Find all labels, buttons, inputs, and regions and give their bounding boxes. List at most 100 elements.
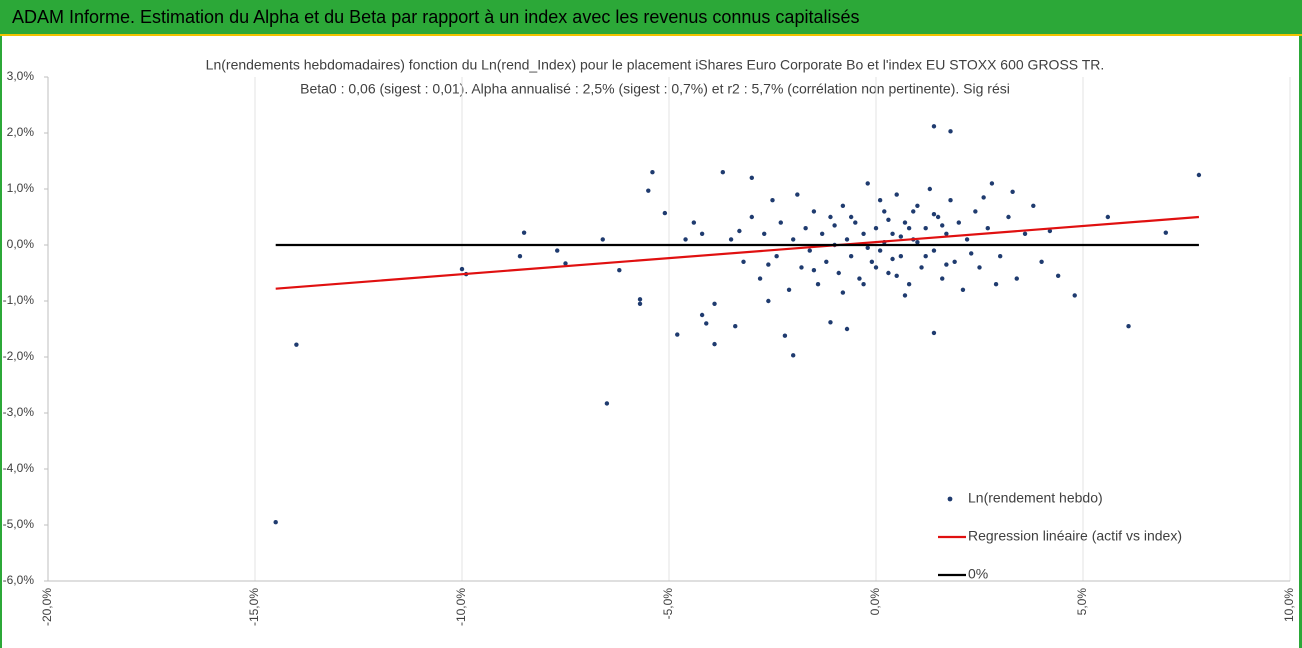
chart-title: Ln(rendements hebdomadaires) fonction du… [206,57,1105,73]
data-point [1031,203,1036,208]
data-point [944,231,949,236]
series-line [275,215,1200,290]
data-point [948,198,953,203]
data-point [906,226,912,231]
data-point [604,401,610,406]
data-point [998,254,1003,259]
data-point [877,248,883,253]
x-tick-label: -20,0% [40,588,54,626]
data-point [1006,214,1011,220]
data-point [555,248,560,253]
data-point [935,214,941,220]
data-point [886,217,891,222]
data-point [637,297,643,302]
data-point [906,282,912,287]
legend-label: Ln(rendement hebdo) [968,490,1103,506]
data-point [956,220,961,225]
data-point [836,270,841,276]
y-tick-label: -1,0% [3,293,35,307]
data-point [774,254,779,259]
data-point [791,237,796,242]
data-point [840,203,846,208]
data-point [873,226,879,231]
data-point [865,245,870,250]
data-point [824,259,829,264]
data-point [861,231,866,236]
data-point [915,203,920,208]
x-tick-label: 0,0% [868,588,882,616]
legend-marker [947,496,953,502]
data-point [762,231,767,236]
data-point [691,220,697,225]
data-point [459,266,465,272]
data-point [915,240,920,245]
data-point [563,261,568,266]
x-tick-label: 10,0% [1282,588,1296,622]
data-point [853,220,858,225]
y-tick-label: 1,0% [7,181,35,195]
y-tick-label: 3,0% [7,69,35,83]
data-point [894,273,899,278]
data-point [517,254,523,259]
data-point [931,212,937,217]
y-tick-label: -4,0% [3,461,35,475]
data-point [273,520,278,525]
y-tick-label: 2,0% [7,125,35,139]
data-point [985,226,990,231]
data-point [819,231,825,236]
data-point [931,124,937,129]
data-point [699,231,705,236]
data-point [766,298,771,304]
data-point [940,276,945,281]
data-point [749,214,754,220]
y-tick-label: -6,0% [3,573,35,587]
data-point [964,237,970,242]
data-point [737,228,742,234]
data-point [848,214,854,220]
data-point [844,326,850,332]
data-point [923,226,928,231]
data-point [989,181,995,186]
data-point [699,312,705,318]
right-border [1299,36,1302,648]
data-point [894,192,899,197]
data-point [882,209,887,214]
x-tick-label: -5,0% [661,588,675,620]
data-point [770,198,775,203]
data-point [993,282,999,287]
legend-label: 0% [968,566,988,582]
data-point [807,248,812,253]
y-tick-label: -3,0% [3,405,35,419]
data-point [733,324,738,329]
data-point [521,230,527,235]
chart-subtitle: Beta0 : 0,06 (sigest : 0,01). Alpha annu… [300,81,1010,97]
data-point [1039,259,1044,264]
data-point [712,301,717,306]
left-border [0,36,2,648]
data-point [981,195,986,200]
data-point [795,192,800,197]
data-point [799,265,804,270]
data-point [844,237,850,242]
data-point [811,268,817,273]
data-point [675,332,680,337]
data-point [600,237,605,242]
data-point [1126,324,1131,329]
data-point [791,353,796,358]
data-point [637,301,643,306]
data-point [650,170,655,175]
data-point [848,254,854,259]
data-point [869,259,875,264]
data-point [865,181,870,186]
data-point [712,341,717,347]
data-point [617,268,622,273]
data-point [741,259,746,264]
data-point [890,231,895,236]
data-point [786,287,792,292]
data-point [960,287,966,292]
data-point [646,188,651,193]
data-point [1163,230,1169,235]
data-point [861,282,866,287]
x-tick-label: -10,0% [454,588,468,626]
x-tick-label: 5,0% [1075,588,1089,616]
